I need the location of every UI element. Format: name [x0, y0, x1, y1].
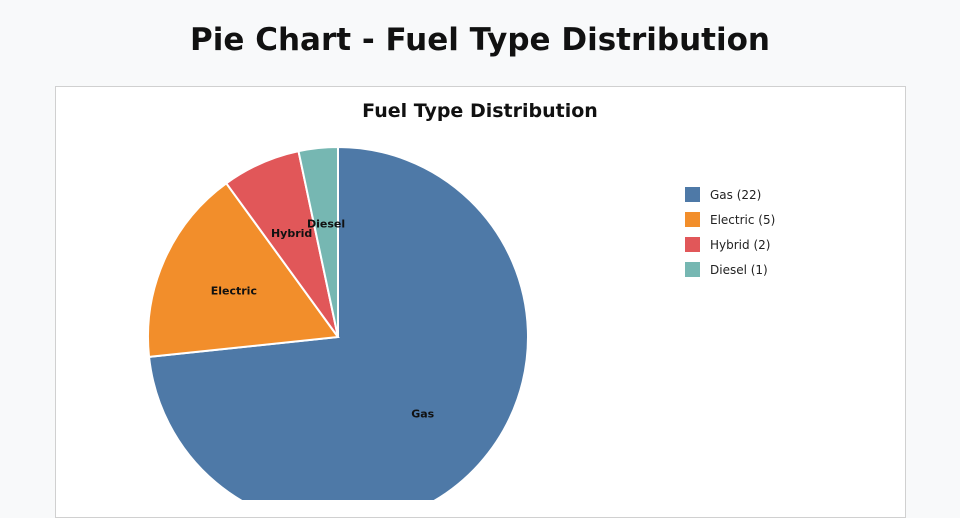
pie-chart: Fuel Type Distribution Gas Electric Hybrid… [147, 100, 775, 500]
slice-label: Gas [411, 407, 434, 420]
legend-label: Gas (22) [710, 188, 761, 202]
slice-label: Electric [211, 285, 257, 298]
slice-label: Hybrid [271, 227, 312, 240]
pie-slice-diesel [297, 145, 339, 338]
legend-label: Hybrid (2) [710, 238, 770, 252]
chart-title: Fuel Type Distribution [362, 100, 598, 122]
legend-label: Diesel (1) [710, 263, 768, 277]
legend-swatch [685, 187, 700, 202]
legend-swatch [685, 237, 700, 252]
slice-label: Diesel [307, 218, 345, 231]
legend-label: Electric (5) [710, 213, 775, 227]
page-title: Pie Chart - Fuel Type Distribution [190, 22, 770, 58]
pie-slice-electric [147, 181, 340, 358]
legend-swatch [685, 212, 700, 227]
legend-swatch [685, 262, 700, 277]
